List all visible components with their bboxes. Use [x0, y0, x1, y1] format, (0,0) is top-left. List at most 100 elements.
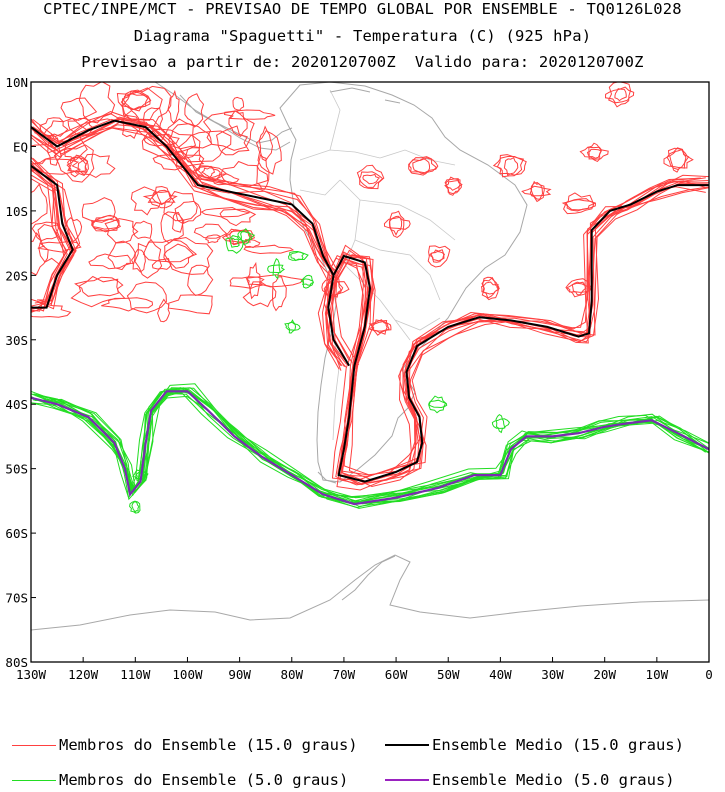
member-cell-15c — [37, 223, 65, 266]
member-cell-15c — [565, 278, 593, 298]
member-cell-15c — [77, 153, 116, 178]
member-contour-15c — [324, 182, 709, 488]
member-cell-15c — [521, 185, 552, 197]
member-cell-5c — [240, 228, 251, 245]
member-cell-15c — [368, 320, 392, 332]
member-cell-15c — [669, 148, 687, 173]
member-cell-15c — [229, 276, 265, 289]
antarctica-coast — [31, 554, 709, 631]
legend-label-mean-5: Ensemble Medio (5.0 graus) — [432, 771, 675, 789]
member-cell-15c — [64, 217, 83, 243]
member-cell-15c — [164, 236, 214, 275]
border-lines — [299, 89, 456, 441]
map-frame — [30, 81, 710, 663]
member-cell-15c — [31, 158, 82, 175]
member-cell-5c — [284, 321, 301, 331]
lon-tick-label: 50W — [437, 667, 460, 682]
member-cell-15c — [228, 110, 248, 138]
member-contour-15c — [32, 118, 333, 278]
member-cell-15c — [151, 258, 172, 270]
member-cell-5c — [225, 235, 244, 254]
member-contour-15c — [32, 113, 331, 269]
lat-tick-label: 20S — [5, 268, 28, 283]
member-cell-15c — [163, 190, 198, 222]
member-cell-5c — [491, 418, 510, 429]
lon-tick-label: 10W — [646, 667, 669, 682]
legend-label-member-5: Membros do Ensemble (5.0 graus) — [59, 771, 349, 789]
member-cell-15c — [88, 253, 131, 270]
member-cell-15c — [358, 171, 384, 188]
member-cell-15c — [586, 148, 602, 159]
lon-tick-label: 40W — [489, 667, 512, 682]
member-cell-15c — [67, 118, 95, 137]
member-cell-15c — [60, 97, 98, 121]
member-cell-15c — [216, 125, 250, 156]
member-cell-15c — [271, 276, 287, 312]
lat-tick-label: 10N — [5, 75, 28, 90]
member-cell-15c — [219, 208, 257, 227]
member-cell-5c — [302, 274, 314, 289]
member-cell-15c — [389, 215, 403, 236]
member-cell-15c — [193, 223, 228, 239]
member-cell-15c — [174, 147, 205, 172]
lon-tick-label: 30W — [541, 667, 564, 682]
member-cell-15c — [167, 89, 180, 125]
member-contour-15c — [330, 187, 709, 477]
member-cell-15c — [362, 173, 381, 185]
member-cell-15c — [258, 125, 274, 162]
member-cell-15c — [31, 144, 57, 165]
member-cell-15c — [530, 180, 544, 203]
lat-tick-label: 30S — [5, 333, 28, 348]
member-cell-15c — [321, 277, 350, 297]
lat-tick-label: 10S — [5, 204, 28, 219]
member-cell-15c — [134, 238, 163, 279]
member-cell-15c — [232, 96, 245, 111]
member-cell-15c — [142, 191, 178, 206]
member-cell-15c — [243, 239, 261, 249]
member-cell-5c — [290, 251, 305, 262]
member-cell-15c — [37, 241, 82, 253]
member-cell-15c — [70, 275, 126, 308]
ensemble-members-5c — [31, 228, 709, 514]
lon-tick-label: 110W — [120, 667, 151, 682]
member-cell-5c — [131, 501, 140, 514]
member-cell-15c — [445, 176, 461, 196]
member-cell-15c — [107, 240, 136, 271]
country-borders — [299, 89, 456, 441]
member-cell-15c — [195, 165, 221, 179]
member-cell-5c — [135, 471, 145, 480]
legend-swatch-mean-15 — [385, 744, 429, 746]
member-cell-15c — [564, 198, 597, 212]
legend-swatch-member-15 — [12, 744, 56, 746]
member-cell-15c — [66, 154, 89, 178]
legend-member-5: Membros do Ensemble (5.0 graus) — [12, 771, 348, 789]
lon-tick-label: 130W — [16, 667, 47, 682]
latitude-axis: 10N EQ 10S 20S 30S 40S 50S 60S 70S 80S — [5, 75, 36, 670]
legend-mean-5: Ensemble Medio (5.0 graus) — [385, 771, 675, 789]
lat-tick-label: 40S — [5, 397, 28, 412]
member-cell-15c — [187, 264, 214, 297]
longitude-axis: 130W 120W 110W 100W 90W 80W 70W 60W 50W 40W 30W 20W… — [16, 657, 713, 682]
lon-tick-label: 20W — [593, 667, 616, 682]
member-cell-15c — [408, 156, 438, 176]
ensemble-mean-15c — [31, 119, 335, 276]
member-cell-15c — [31, 303, 72, 318]
member-cell-15c — [205, 234, 221, 244]
member-cell-15c — [245, 274, 305, 288]
map-title-line-1: CPTEC/INPE/MCT - PREVISAO DE TEMPO GLOBA… — [43, 0, 682, 18]
member-cell-15c — [614, 88, 627, 102]
member-cell-15c — [255, 130, 282, 175]
member-cell-15c — [116, 87, 163, 121]
member-cell-15c — [492, 156, 527, 176]
member-cell-15c — [121, 92, 151, 110]
member-cell-15c — [78, 82, 116, 124]
member-cell-15c — [126, 281, 167, 314]
member-cell-15c — [39, 117, 69, 138]
member-cell-15c — [31, 221, 59, 242]
tierra-del-fuego — [317, 471, 337, 484]
ensemble-means — [31, 119, 709, 506]
member-cell-15c — [427, 245, 451, 268]
caribbean-islands — [329, 87, 401, 104]
member-cell-15c — [481, 276, 500, 299]
member-cell-5c — [428, 395, 447, 414]
